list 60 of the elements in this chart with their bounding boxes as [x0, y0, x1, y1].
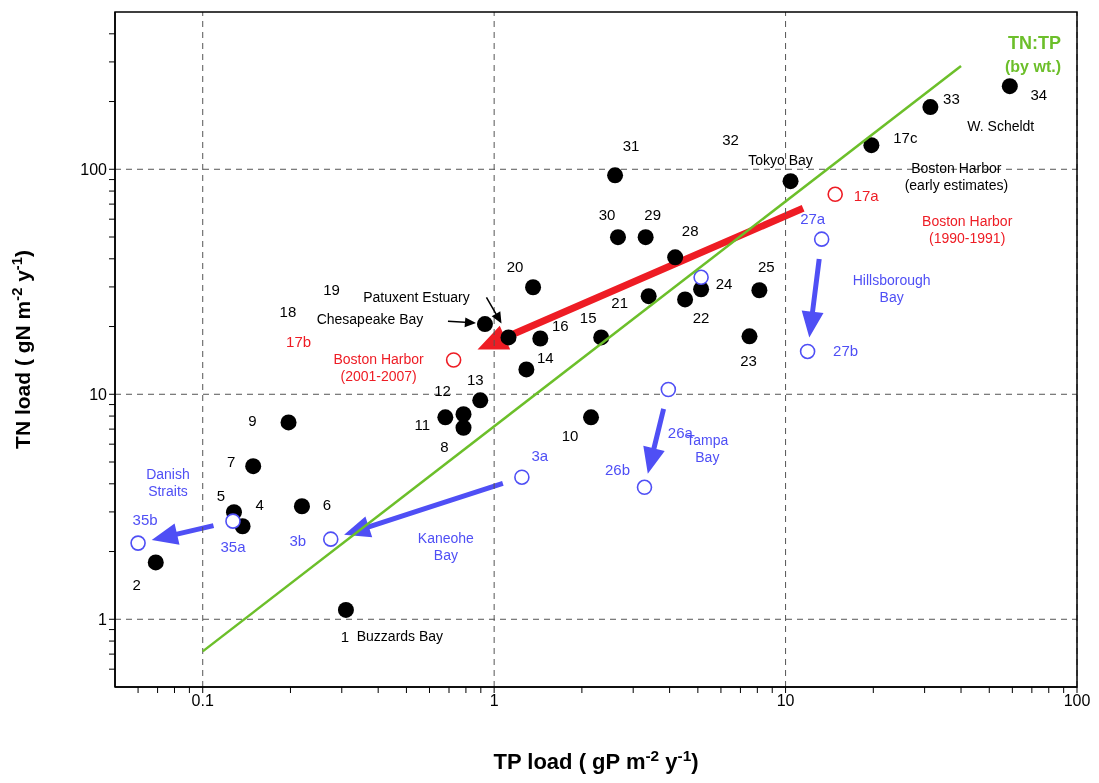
annotation: Buzzards Bay [356, 627, 444, 644]
annotation: 20 [506, 257, 524, 275]
annotation: 30 [598, 205, 616, 223]
annotation: 7 [227, 452, 236, 470]
annotation: 27a [800, 209, 826, 227]
x-tick-label: 10 [776, 692, 795, 710]
annotation: 5 [216, 486, 226, 504]
annotation: 3a [531, 446, 549, 464]
annotation: 8 [440, 437, 449, 455]
annotation: Boston Harbor (early estimates) [904, 159, 1009, 193]
annotation: Hillsborough Bay [852, 271, 931, 305]
annotation: 34 [1030, 85, 1048, 103]
annotation: 10 [561, 426, 579, 444]
annotation: 31 [622, 136, 640, 154]
annotation: 3b [289, 531, 307, 549]
x-tick-label: 0.1 [191, 692, 214, 710]
annotation: 17c [893, 128, 918, 146]
annotation: 33 [943, 89, 960, 107]
x-tick-label: 1 [489, 692, 499, 710]
annotation: 18 [279, 302, 297, 320]
annotation: 14 [537, 348, 554, 366]
annotation: Boston Harbor (2001-2007) [333, 350, 425, 384]
annotation: 25 [758, 257, 775, 275]
annotation: 32 [722, 130, 739, 148]
annotation: 17a [853, 186, 880, 204]
annotation: 13 [466, 370, 484, 388]
annotation: 17b [286, 332, 312, 350]
annotation: Boston Harbor (1990-1991) [922, 212, 1013, 246]
annotation: 2 [132, 575, 141, 593]
annotation: 35b [132, 510, 158, 528]
annotation: 27b [833, 341, 859, 359]
annotation: Tokyo Bay [748, 152, 813, 169]
x-tick-label: 100 [1063, 692, 1091, 710]
annotation: 28 [681, 221, 699, 239]
text: TN:TP (by wt.) [1005, 32, 1062, 75]
annotation: 35a [220, 537, 247, 555]
annotation: Patuxent Estuary [363, 289, 470, 306]
y-tick-label: 10 [89, 385, 108, 403]
annotation: 23 [740, 351, 757, 369]
annotation: Kaneohe Bay [417, 529, 475, 563]
annotation: Danish Straits [146, 465, 190, 499]
x-axis-title: TP load ( gP m$^{-2}$ y$^{-1}$) [493, 746, 699, 774]
y-tick-label: 100 [80, 160, 108, 178]
annotation: 19 [323, 280, 340, 298]
annotation: 29 [644, 205, 661, 223]
annotation: 9 [248, 411, 257, 429]
annotation: 11 [414, 415, 431, 433]
annotation: 16 [551, 316, 569, 334]
annotation: 6 [322, 495, 332, 513]
annotation: 22 [692, 308, 710, 326]
annotation: W. Scheldt [967, 118, 1035, 135]
annotation: Chesapeake Bay [316, 311, 424, 328]
y-tick-label: 1 [98, 610, 108, 628]
annotation: 15 [579, 308, 597, 326]
annotation: 24 [715, 274, 733, 292]
annotation: 4 [255, 495, 264, 513]
annotation: 12 [434, 381, 451, 399]
annotation: 21 [611, 293, 629, 311]
annotation: 26b [604, 460, 631, 478]
annotation: 1 [340, 627, 350, 645]
